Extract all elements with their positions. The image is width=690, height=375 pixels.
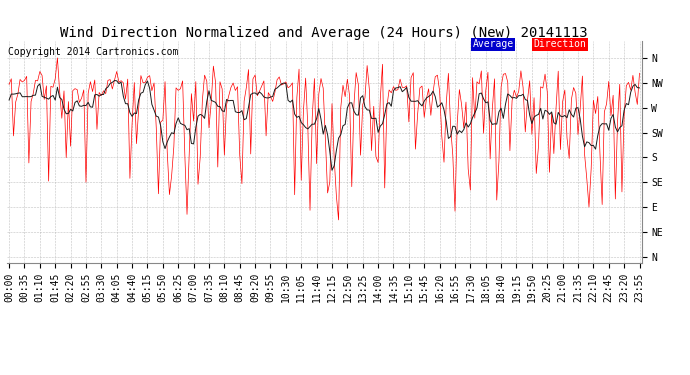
Text: Average: Average <box>473 39 514 50</box>
Text: Direction: Direction <box>533 39 586 50</box>
Title: Wind Direction Normalized and Average (24 Hours) (New) 20141113: Wind Direction Normalized and Average (2… <box>61 26 588 40</box>
Text: Copyright 2014 Cartronics.com: Copyright 2014 Cartronics.com <box>8 47 179 57</box>
